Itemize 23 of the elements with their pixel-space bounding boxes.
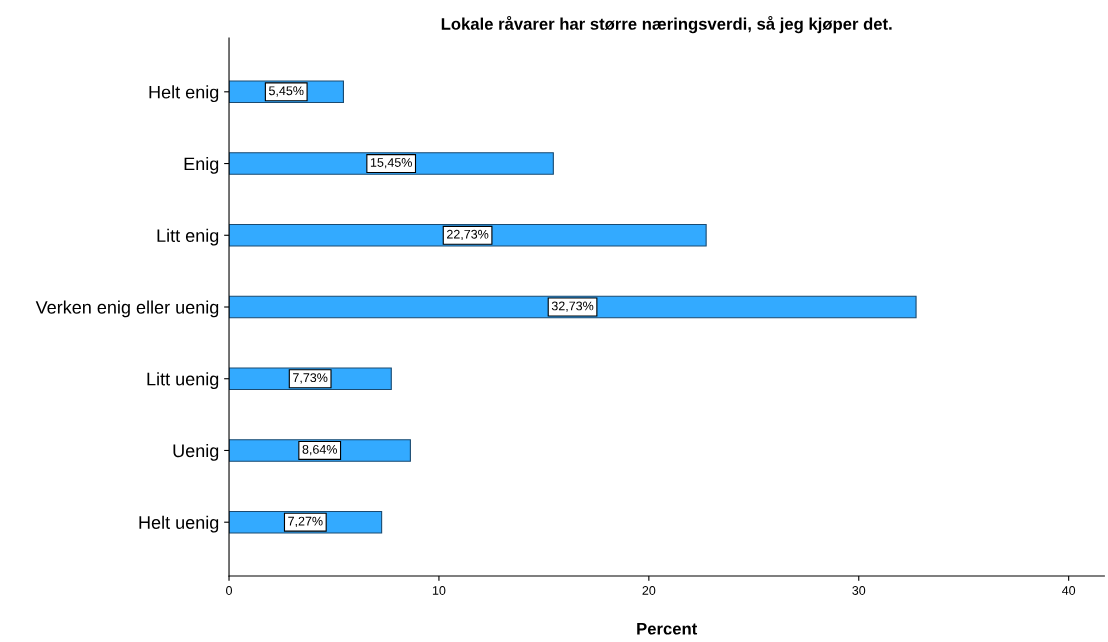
bar (229, 223, 707, 247)
x-tick-label: 40 (1061, 586, 1076, 595)
y-tick-label: Litt uenig (147, 372, 219, 390)
y-tick-label: Helt enig (149, 85, 219, 103)
chart-title: Lokale råvarer har større næringsverdi, så jeg kjøper det. (441, 15, 892, 34)
y-tick-label: Uenig (173, 443, 219, 461)
data-label: 5,45% (269, 86, 304, 97)
x-tick-label: 0 (226, 586, 233, 595)
y-tick-label: Enig (184, 157, 219, 174)
data-label: 22,73% (447, 229, 489, 241)
data-label: 32,73% (551, 301, 594, 312)
x-tick-label: 20 (642, 586, 656, 595)
bar (229, 295, 917, 319)
x-tick-label: 30 (852, 586, 866, 595)
y-tick-label: Litt enig (157, 228, 219, 246)
data-label: 7,73% (293, 373, 328, 384)
y-tick-label: Helt uenig (139, 515, 219, 533)
x-axis-title: Percent (637, 622, 698, 635)
data-label: 8,64% (302, 444, 337, 456)
y-tick-label: Verken enig eller uenig (35, 300, 219, 318)
data-label: 7,27% (288, 516, 323, 528)
x-tick-label: 10 (432, 586, 446, 595)
data-label: 15,45% (370, 158, 412, 169)
